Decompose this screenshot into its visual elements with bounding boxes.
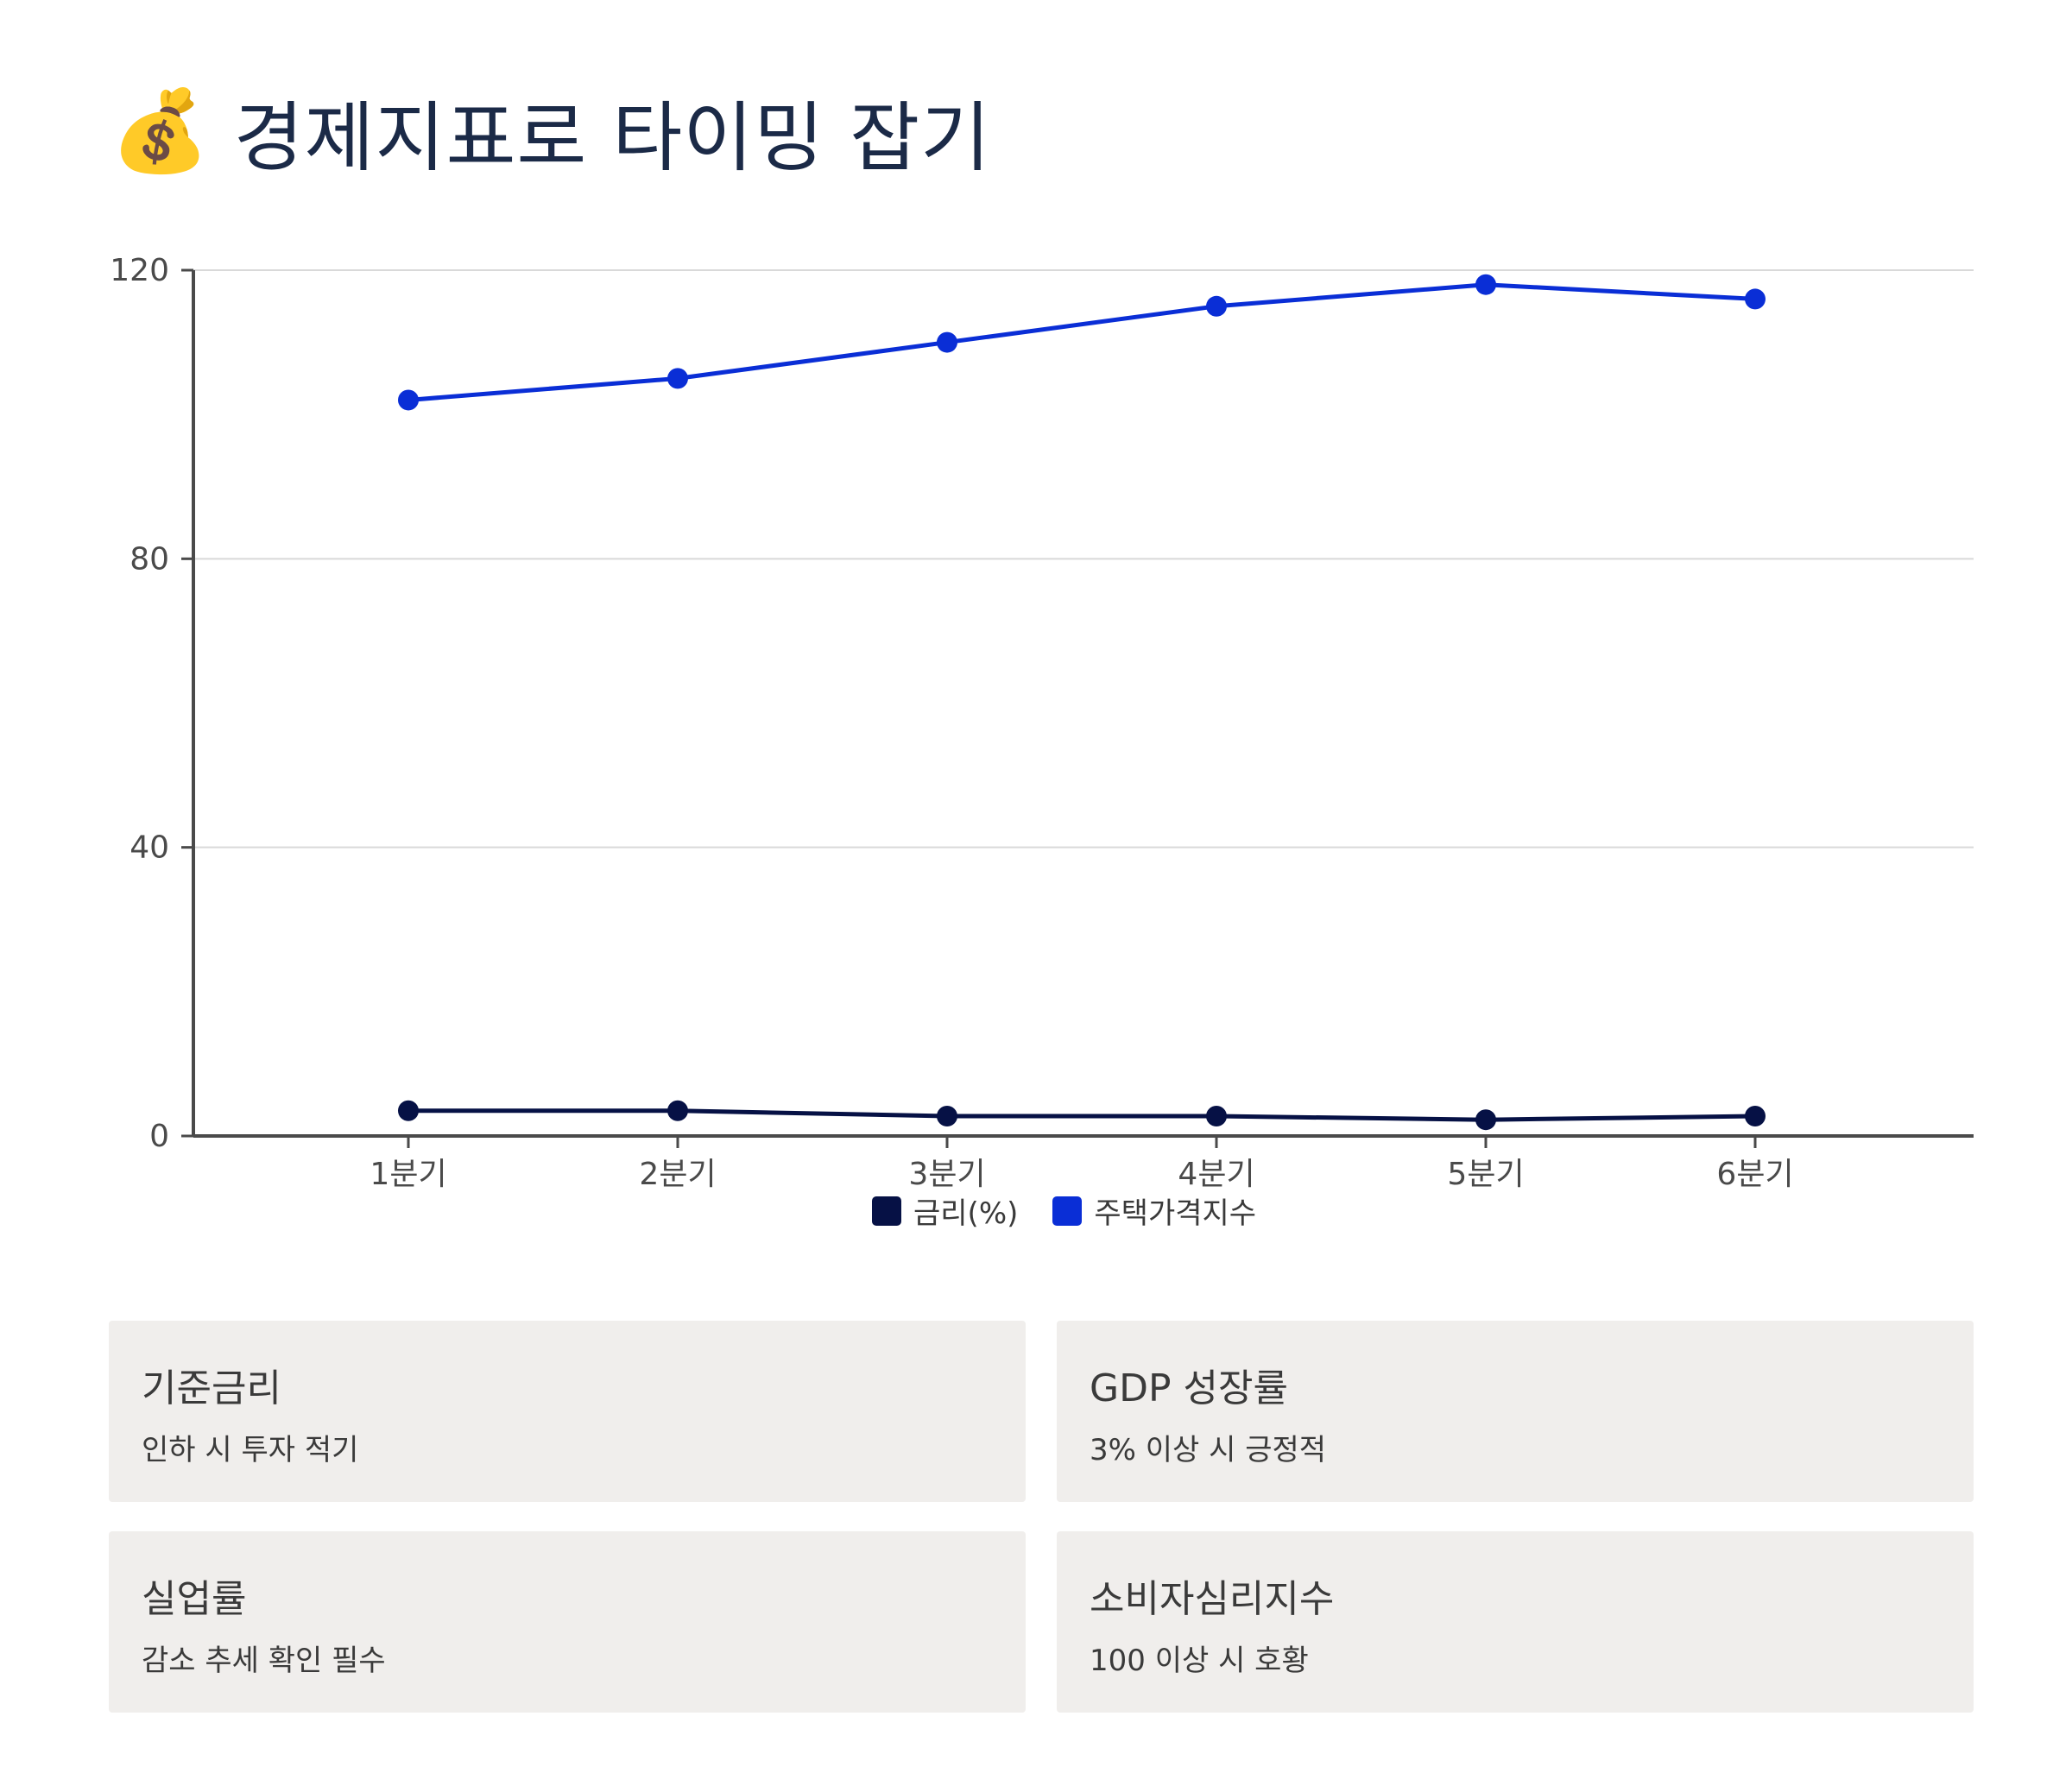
legend-swatch-rate bbox=[872, 1196, 901, 1226]
data-point bbox=[398, 1100, 419, 1121]
data-point bbox=[1745, 1106, 1766, 1127]
data-point bbox=[667, 368, 688, 389]
data-point bbox=[937, 331, 957, 353]
legend-item-rate[interactable]: 금리(%) bbox=[872, 1189, 1018, 1232]
legend-item-price[interactable]: 주택가격지수 bbox=[1052, 1189, 1256, 1232]
x-tick-label: 5분기 bbox=[1447, 1157, 1524, 1192]
page-title: 💰 경제지표로 타이밍 잡기 bbox=[111, 79, 991, 183]
x-tick-label: 2분기 bbox=[639, 1157, 716, 1192]
card-title: 소비자심리지수 bbox=[1090, 1577, 1335, 1621]
card-gdp-growth: GDP 성장률 3% 이상 시 긍정적 bbox=[1057, 1321, 1974, 1502]
money-bag-icon: 💰 bbox=[111, 85, 210, 177]
data-point bbox=[667, 1100, 688, 1121]
data-point bbox=[937, 1106, 957, 1127]
x-tick-label: 1분기 bbox=[370, 1157, 446, 1192]
y-tick-label: 120 bbox=[110, 253, 169, 288]
y-tick-label: 40 bbox=[130, 830, 169, 866]
x-tick-label: 3분기 bbox=[908, 1157, 985, 1192]
data-point bbox=[1206, 295, 1227, 317]
series-line-1 bbox=[407, 282, 1756, 402]
y-tick-label: 0 bbox=[149, 1119, 169, 1154]
card-base-rate: 기준금리 인하 시 투자 적기 bbox=[109, 1321, 1026, 1502]
card-title: 기준금리 bbox=[142, 1366, 281, 1410]
data-point bbox=[398, 389, 419, 411]
data-point bbox=[1475, 274, 1496, 295]
card-title: GDP 성장률 bbox=[1090, 1366, 1288, 1410]
data-point bbox=[1745, 288, 1766, 310]
y-tick-label: 80 bbox=[130, 541, 169, 577]
card-desc: 인하 시 투자 적기 bbox=[142, 1433, 359, 1467]
card-consumer-sentiment: 소비자심리지수 100 이상 시 호황 bbox=[1057, 1531, 1974, 1713]
legend-swatch-price bbox=[1052, 1196, 1083, 1226]
line-chart: 0 40 80 120 1분기 2분기 3분기 4분기 5분기 6분기 bbox=[110, 253, 1974, 1192]
chart-legend: 금리(%) 주택가격지수 bbox=[872, 1189, 1291, 1232]
card-unemployment: 실업률 감소 추세 확인 필수 bbox=[109, 1531, 1026, 1713]
title-text: 경제지표로 타이밍 잡기 bbox=[233, 92, 992, 182]
series-line-0 bbox=[408, 1108, 1756, 1122]
legend-label-rate: 금리(%) bbox=[913, 1196, 1019, 1231]
data-point bbox=[1475, 1109, 1496, 1131]
card-desc: 100 이상 시 호황 bbox=[1090, 1644, 1309, 1678]
card-title: 실업률 bbox=[142, 1577, 247, 1621]
card-desc: 3% 이상 시 긍정적 bbox=[1090, 1433, 1327, 1467]
x-tick-label: 6분기 bbox=[1716, 1157, 1793, 1192]
legend-label-price: 주택가격지수 bbox=[1094, 1196, 1257, 1231]
card-desc: 감소 추세 확인 필수 bbox=[142, 1644, 386, 1678]
data-point bbox=[1206, 1106, 1227, 1127]
x-tick-label: 4분기 bbox=[1178, 1157, 1254, 1192]
